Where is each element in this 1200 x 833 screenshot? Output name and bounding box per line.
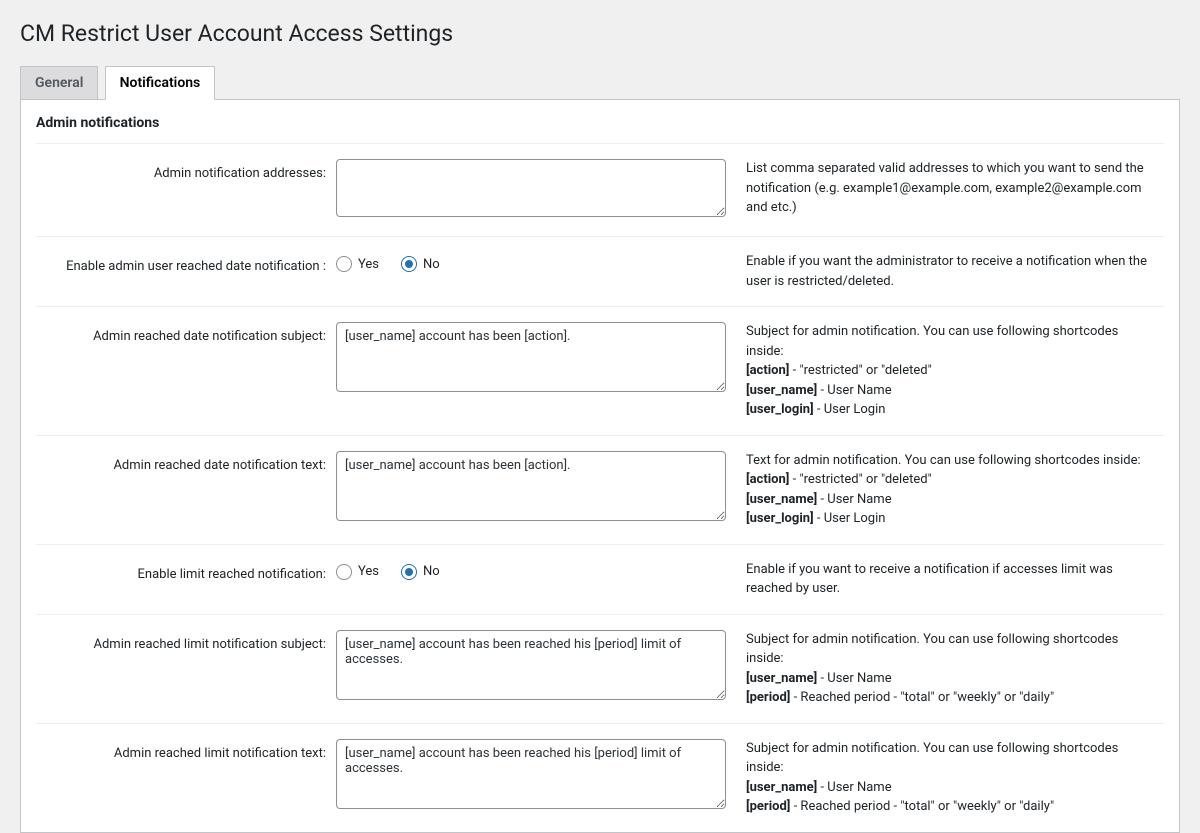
label-admin-addresses: Admin notification addresses: [36, 144, 336, 237]
desc-text: - User Login [814, 402, 886, 417]
desc-text: - User Name [817, 671, 891, 686]
desc-date-subject: Subject for admin notification. You can … [736, 307, 1164, 436]
radio-enable-date-no[interactable] [401, 256, 417, 272]
desc-text: Subject for admin notification. You can … [746, 324, 1118, 359]
input-admin-addresses[interactable] [336, 159, 726, 217]
label-date-text: Admin reached date notification text: [36, 435, 336, 544]
row-enable-limit: Enable limit reached notification: Yes N… [36, 544, 1164, 614]
row-limit-text: Admin reached limit notification text: [… [36, 723, 1164, 832]
tab-general[interactable]: General [20, 66, 98, 99]
radio-enable-limit-no[interactable] [401, 564, 417, 580]
row-admin-addresses: Admin notification addresses: List comma… [36, 144, 1164, 237]
desc-text: - Reached period - "total" or "weekly" o… [790, 799, 1054, 814]
input-limit-subject[interactable]: [user_name] account has been reached his… [336, 630, 726, 700]
row-limit-subject: Admin reached limit notification subject… [36, 614, 1164, 723]
desc-limit-text: Subject for admin notification. You can … [736, 723, 1164, 832]
input-date-text[interactable]: [user_name] account has been [action]. [336, 451, 726, 521]
input-limit-text[interactable]: [user_name] account has been reached his… [336, 739, 726, 809]
desc-date-text: Text for admin notification. You can use… [736, 435, 1164, 544]
shortcode-user-login: [user_login] [746, 511, 814, 526]
shortcode-action: [action] [746, 363, 789, 378]
label-limit-text: Admin reached limit notification text: [36, 723, 336, 832]
desc-enable-date: Enable if you want the administrator to … [736, 237, 1164, 307]
label-date-subject: Admin reached date notification subject: [36, 307, 336, 436]
section-admin-notifications: Admin notifications [36, 115, 1164, 143]
radio-no-text: No [423, 564, 440, 579]
label-enable-limit: Enable limit reached notification: [36, 544, 336, 614]
input-date-subject[interactable]: [user_name] account has been [action]. [336, 322, 726, 392]
desc-text: Subject for admin notification. You can … [746, 741, 1118, 776]
settings-panel: Admin notifications Admin notification a… [20, 100, 1180, 833]
desc-text: Subject for admin notification. You can … [746, 632, 1118, 667]
radio-enable-limit-no-label[interactable]: No [401, 564, 440, 580]
page-title: CM Restrict User Account Access Settings [20, 20, 1180, 65]
radio-enable-limit-yes-label[interactable]: Yes [336, 564, 379, 580]
radio-enable-date-yes[interactable] [336, 256, 352, 272]
desc-text: - "restricted" or "deleted" [789, 363, 931, 378]
shortcode-user-login: [user_login] [746, 402, 814, 417]
desc-enable-limit: Enable if you want to receive a notifica… [736, 544, 1164, 614]
radio-enable-date-no-label[interactable]: No [401, 256, 440, 272]
radio-no-text: No [423, 257, 440, 272]
shortcode-user-name: [user_name] [746, 383, 817, 398]
settings-table: Admin notification addresses: List comma… [36, 143, 1164, 832]
desc-text: - User Login [814, 511, 886, 526]
desc-limit-subject: Subject for admin notification. You can … [736, 614, 1164, 723]
desc-text: - User Name [817, 780, 891, 795]
row-date-subject: Admin reached date notification subject:… [36, 307, 1164, 436]
desc-text: - Reached period - "total" or "weekly" o… [790, 690, 1054, 705]
shortcode-user-name: [user_name] [746, 780, 817, 795]
shortcode-user-name: [user_name] [746, 671, 817, 686]
radio-yes-text: Yes [358, 257, 379, 272]
shortcode-period: [period] [746, 690, 790, 705]
radio-enable-date-yes-label[interactable]: Yes [336, 256, 379, 272]
tab-bar: General Notifications [20, 65, 1180, 100]
shortcode-user-name: [user_name] [746, 492, 817, 507]
desc-text: - "restricted" or "deleted" [789, 472, 931, 487]
radio-yes-text: Yes [358, 564, 379, 579]
row-date-text: Admin reached date notification text: [u… [36, 435, 1164, 544]
tab-notifications[interactable]: Notifications [105, 66, 216, 100]
desc-admin-addresses: List comma separated valid addresses to … [736, 144, 1164, 237]
shortcode-action: [action] [746, 472, 789, 487]
desc-text: - User Name [817, 383, 891, 398]
radio-enable-limit-yes[interactable] [336, 564, 352, 580]
desc-text: - User Name [817, 492, 891, 507]
row-enable-date: Enable admin user reached date notificat… [36, 237, 1164, 307]
label-limit-subject: Admin reached limit notification subject… [36, 614, 336, 723]
shortcode-period: [period] [746, 799, 790, 814]
desc-text: Text for admin notification. You can use… [746, 453, 1141, 468]
label-enable-date: Enable admin user reached date notificat… [36, 237, 336, 307]
